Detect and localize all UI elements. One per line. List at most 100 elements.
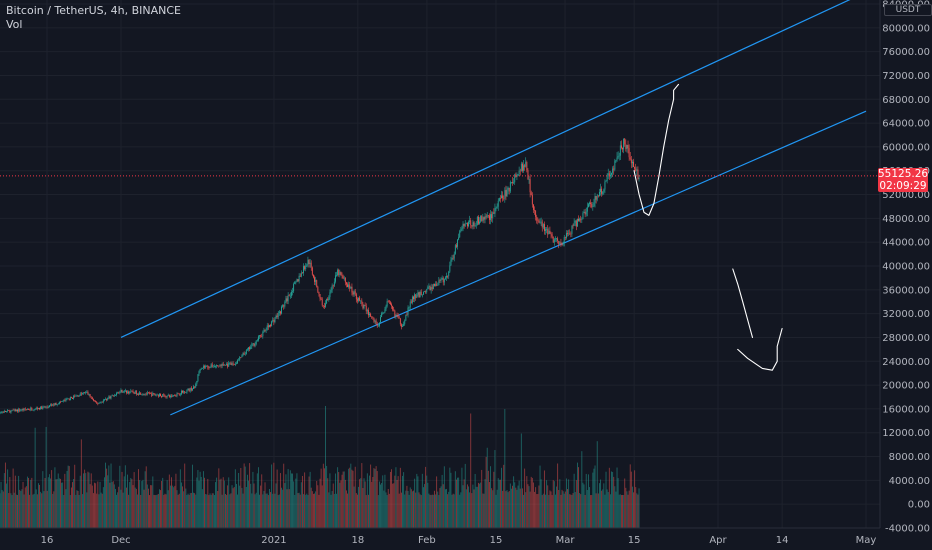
volume-bar	[631, 486, 633, 528]
candle-body	[425, 291, 427, 293]
volume-bar	[503, 464, 505, 528]
candle-body	[630, 159, 632, 164]
candle-body	[52, 404, 54, 406]
candle-body	[7, 410, 9, 412]
candle-body	[414, 294, 416, 300]
freehand-stroke[interactable]	[737, 327, 783, 371]
time-tick-label: Mar	[556, 535, 576, 546]
candle-body	[322, 305, 324, 307]
freehand-drawings[interactable]	[633, 83, 783, 371]
volume-bar	[454, 471, 456, 528]
candle-body	[2, 412, 4, 413]
volume-bar	[607, 492, 609, 528]
volume-label[interactable]: Vol	[6, 18, 23, 31]
candle-body	[232, 363, 234, 365]
volume-bar	[580, 494, 582, 528]
candle-body	[393, 309, 395, 311]
candle-body	[299, 275, 301, 277]
candle-body	[276, 315, 278, 318]
candle-body	[210, 364, 212, 367]
price-tick-label: 48000.00	[882, 214, 930, 225]
candle-body	[587, 204, 589, 208]
volume-bar	[79, 475, 81, 528]
volume-bar	[242, 493, 244, 528]
candle-body	[377, 325, 379, 327]
price-tick-label: 80000.00	[882, 23, 930, 34]
time-tick-label: 18	[351, 535, 364, 546]
volume-bar	[414, 478, 416, 528]
candle-body	[557, 238, 559, 241]
candle-body	[235, 363, 237, 364]
candle-body	[246, 349, 248, 351]
volume-bar	[558, 489, 560, 528]
candle-body	[47, 407, 49, 408]
volume-bar	[74, 464, 76, 528]
volume-bar	[215, 482, 216, 528]
candle-body	[238, 359, 240, 361]
symbol-title[interactable]: Bitcoin / TetherUS, 4h, BINANCE	[6, 4, 182, 17]
candle-body	[112, 395, 114, 396]
volume-bar	[633, 492, 634, 528]
candle-body	[386, 301, 388, 307]
volume-bar	[411, 491, 413, 528]
volume-bar	[338, 472, 340, 528]
candle-body	[370, 313, 372, 317]
candle-body	[28, 409, 29, 410]
time-axis[interactable]: 16 Dec 2021 18 Feb 15 Mar 15 Apr 14 May	[41, 535, 877, 546]
candle-body	[529, 179, 531, 193]
candle-body	[88, 394, 90, 395]
candle-body	[169, 395, 171, 397]
volume-bar	[42, 471, 44, 528]
volume-bar	[598, 483, 600, 528]
candle-body	[361, 300, 363, 304]
candle-body	[34, 409, 36, 410]
volume-bar	[343, 471, 345, 528]
volume-bar	[292, 473, 293, 528]
volume-bar	[465, 489, 467, 528]
candle-body	[369, 313, 370, 316]
price-axis[interactable]: 84000.0080000.0076000.0072000.0068000.00…	[882, 0, 930, 535]
volume-bar	[221, 494, 223, 528]
candle-body	[62, 400, 64, 402]
freehand-stroke[interactable]	[732, 268, 754, 339]
candlesticks	[0, 138, 640, 415]
volume-bar	[615, 491, 617, 528]
candle-body	[316, 280, 318, 287]
candle-body	[266, 325, 268, 331]
candle-body	[20, 410, 22, 411]
candle-body	[336, 274, 337, 276]
candle-body	[462, 223, 464, 229]
volume-bar	[435, 494, 436, 528]
candle-body	[176, 393, 178, 396]
volume-bar	[519, 488, 521, 528]
channel-upper-line[interactable]	[120, 0, 866, 338]
candle-body	[625, 144, 627, 149]
candle-body	[0, 412, 2, 413]
candle-body	[145, 393, 147, 395]
volume-bar	[474, 473, 476, 528]
volume-bar	[179, 469, 181, 528]
candle-body	[382, 313, 384, 314]
freehand-stroke[interactable]	[633, 83, 680, 216]
volume-bar	[542, 493, 544, 528]
volume-bar	[220, 478, 222, 528]
volume-bar	[569, 494, 571, 528]
candle-body	[205, 366, 207, 368]
unit-label: USDT	[895, 5, 921, 15]
volume-bar	[612, 471, 614, 528]
price-tick-label: 32000.00	[882, 309, 930, 320]
candle-body	[179, 394, 181, 395]
trend-channel[interactable]	[120, 0, 867, 416]
volume-bar	[234, 469, 236, 528]
volume-bar	[408, 494, 410, 528]
volume-bar	[1, 489, 3, 528]
volume-bar	[428, 493, 430, 528]
price-tick-label: 12000.00	[882, 428, 930, 439]
candle-body	[517, 174, 519, 176]
candle-body	[410, 301, 412, 303]
channel-lower-line[interactable]	[170, 110, 867, 416]
volume-bar	[337, 467, 339, 528]
candle-body	[474, 225, 476, 227]
candle-body	[267, 325, 269, 328]
